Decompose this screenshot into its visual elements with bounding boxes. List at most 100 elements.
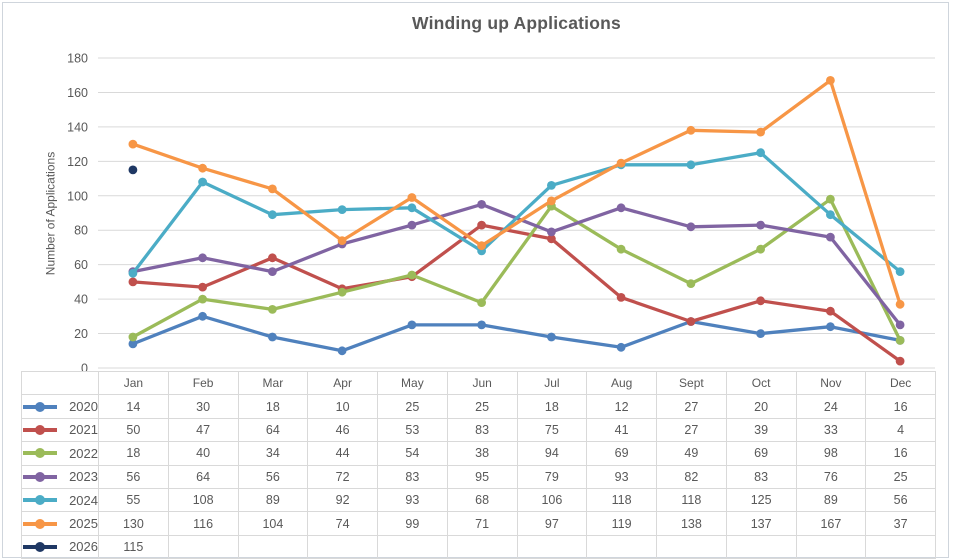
series-line-2020 [131,314,902,353]
series-2020 [128,311,905,356]
series-year-label: 2025 [69,516,98,532]
data-point-marker [616,244,626,254]
data-table: Jan Feb Mar Apr May Jun Jul Aug Sept Oct Nov Dec 202… [21,370,936,560]
series-line-2024 [131,151,902,275]
table-cell: 39 [725,417,797,443]
data-point-marker [128,268,138,278]
data-point-marker [547,227,556,237]
table-cell: 95 [446,464,518,489]
series-year-label: 2026 [69,539,98,555]
month-header-nov: Nov [795,370,867,396]
table-cell: 94 [516,441,588,466]
table-cell: 167 [795,511,867,536]
gridlines: 0 20 40 60 80 100 120 140 160 180 [67,52,935,373]
legend-key-icon-2021 [23,424,57,435]
table-cell: 30 [167,394,239,419]
data-point-marker [477,320,486,330]
data-point-marker [547,196,556,206]
month-header-dec: Dec [865,370,936,396]
data-point-marker [198,311,208,321]
series-2024 [128,148,905,278]
table-cell: 56 [98,464,169,489]
table-cell: 106 [516,487,588,513]
table-cell: 68 [446,487,518,513]
table-cell: 97 [516,511,588,536]
y-tick-label: 80 [74,224,88,238]
y-tick-label: 0 [81,362,88,373]
table-row-2023: 2023 56 64 56 72 83 95 79 93 82 83 76 25 [21,464,936,489]
table-cell: 18 [516,394,588,419]
table-cell [167,534,239,560]
data-point-marker [268,305,277,314]
table-cell: 119 [586,511,657,536]
data-point-marker [686,317,696,326]
series-year-label: 2024 [69,492,98,508]
data-point-marker [826,232,835,242]
data-point-marker [337,346,347,356]
table-cell: 56 [865,487,936,513]
data-point-marker [895,299,905,309]
table-cell [656,534,727,560]
data-point-marker [826,306,835,316]
data-point-marker [198,163,208,173]
data-point-marker [616,203,626,213]
data-point-marker [268,184,277,194]
legend-key-icon-2022 [23,448,57,459]
data-point-marker [616,342,626,352]
table-cell [865,534,936,560]
table-cell: 53 [377,417,448,443]
table-cell: 37 [865,511,936,536]
table-cell: 98 [795,441,867,466]
table-cell: 89 [795,487,867,513]
table-cell: 27 [656,394,727,419]
table-cell: 69 [586,441,657,466]
table-cell [795,534,867,560]
data-point-marker [826,322,835,332]
data-point-marker [826,194,835,204]
data-point-marker [128,339,138,349]
data-point-marker [477,200,486,209]
table-cell: 55 [98,487,169,513]
table-cell [237,534,309,560]
legend-key-icon-2026 [23,541,57,552]
month-header-jul: Jul [516,370,588,396]
table-cell: 74 [307,511,378,536]
series-year-label: 2022 [69,445,98,461]
table-cell: 79 [516,464,588,489]
data-point-marker [895,336,905,345]
legend-cell-2022: 2022 [21,441,99,466]
data-point-marker [686,125,696,135]
table-cell: 93 [586,464,657,489]
y-tick-label: 120 [67,155,88,169]
table-cell: 33 [795,417,867,443]
table-cell: 83 [446,417,518,443]
month-header-mar: Mar [237,370,309,396]
month-header-feb: Feb [167,370,239,396]
table-cell: 44 [307,441,378,466]
data-point-marker [547,332,556,342]
table-cell: 41 [586,417,657,443]
data-point-marker [686,160,696,170]
data-point-marker [477,241,486,251]
series-line-2021 [131,223,902,363]
table-cell [586,534,657,560]
table-cell: 18 [237,394,309,419]
data-point-marker [895,267,905,276]
table-cell: 72 [307,464,378,489]
table-cell: 27 [656,417,727,443]
table-cell: 92 [307,487,378,513]
legend-key-icon-2025 [23,518,57,529]
data-point-marker [128,139,138,149]
legend-key-icon-2023 [23,471,57,482]
table-cell: 76 [795,464,867,489]
table-cell: 56 [237,464,309,489]
data-point-marker [268,267,277,276]
data-point-marker [547,181,556,190]
table-cell: 69 [725,441,797,466]
data-point-marker [407,320,417,330]
data-point-marker [407,193,417,202]
series-year-label: 2023 [69,469,98,485]
table-cell: 83 [725,464,797,489]
table-cell: 25 [377,394,448,419]
